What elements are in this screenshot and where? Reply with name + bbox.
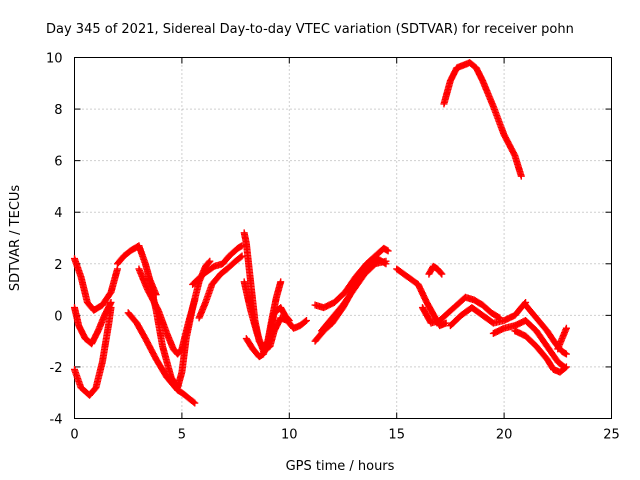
data-point: [438, 270, 446, 278]
data-point: [107, 304, 115, 312]
series-arc3: [71, 304, 115, 399]
data-point: [285, 317, 293, 325]
series-arc22: [522, 301, 570, 358]
x-tick-label: 0: [70, 428, 78, 443]
data-point: [205, 258, 213, 266]
y-tick-label: 10: [46, 52, 63, 67]
series-arc17: [418, 293, 504, 327]
data-point: [206, 257, 214, 265]
data-point: [561, 364, 569, 372]
series-arc1: [71, 255, 121, 314]
series-arc13: [311, 244, 392, 312]
data-point: [437, 269, 445, 277]
series-arc12: [242, 304, 293, 361]
data-point: [562, 363, 570, 371]
data-point: [284, 315, 292, 323]
series-arc16: [393, 265, 450, 330]
data-point: [382, 257, 390, 265]
data-point: [190, 398, 198, 406]
y-axis-label: SDTVAR / TECUs: [8, 185, 23, 292]
y-tick-label: 0: [54, 309, 62, 324]
chart-title: Day 345 of 2021, Sidereal Day-to-day VTE…: [46, 22, 574, 37]
data-point: [562, 324, 570, 332]
x-tick-label: 25: [603, 428, 620, 443]
series-arc8: [189, 242, 246, 288]
axis-ticks: [74, 57, 612, 419]
y-tick-label: 6: [54, 155, 62, 170]
data-point: [302, 317, 310, 325]
series-arc21: [511, 327, 570, 376]
data-point: [301, 317, 309, 325]
x-tick-labels: 0 5 10 15 20 25: [70, 428, 619, 443]
plot-frame: [74, 57, 612, 419]
x-tick-label: 15: [388, 428, 405, 443]
data-point: [277, 278, 285, 286]
series-arc2: [71, 298, 115, 348]
y-tick-label: 8: [54, 103, 62, 118]
data-point: [384, 247, 392, 255]
x-tick-label: 10: [281, 428, 298, 443]
data-point: [517, 172, 525, 180]
grid-lines: [74, 57, 612, 419]
data-point: [562, 350, 570, 358]
series-arc15: [318, 257, 390, 335]
data-point: [237, 253, 245, 261]
series-arc18: [425, 262, 446, 278]
x-axis-label: GPS time / hours: [286, 459, 395, 474]
y-tick-label: 4: [54, 206, 62, 221]
data-point: [442, 319, 450, 327]
y-tick-label: 2: [54, 258, 62, 273]
y-tick-labels: -4 -2 0 2 4 6 8 10: [46, 52, 63, 428]
series-arc24: [440, 59, 525, 180]
data-point: [191, 399, 199, 407]
series-arc23: [554, 324, 570, 353]
series-arc9: [195, 252, 246, 322]
x-tick-label: 20: [496, 428, 513, 443]
y-tick-label: -2: [50, 361, 63, 376]
y-tick-label: -4: [50, 413, 63, 428]
data-series: [71, 59, 570, 407]
series-arc20: [489, 317, 568, 371]
x-tick-label: 5: [178, 428, 186, 443]
